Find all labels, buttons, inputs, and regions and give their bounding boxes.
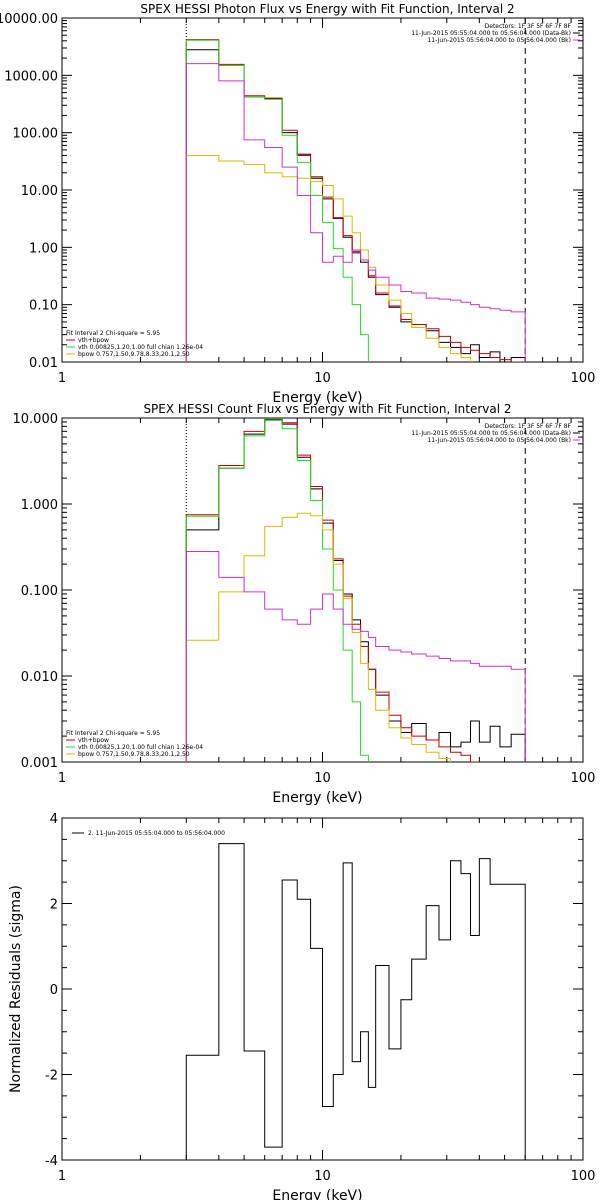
y-tick-label: 0.001 [21,756,58,771]
series-bpow-line [185,512,526,762]
series-fit-line [185,418,526,762]
x-axis-label: Energy (keV) [272,390,362,406]
series-total-line [185,49,526,362]
legend-line: 11-Jun-2015 05:56:04.000 to 05:56:04.000… [428,37,571,44]
series-background-line [185,63,526,362]
fit-legend-line: vth 0.00825,1.20,1.00 full chian 1.26e-0… [78,744,203,751]
x-tick-label: 10 [314,1169,331,1184]
x-tick-label: 1 [58,371,66,386]
chart-2: SPEX HESSI Count Flux vs Energy with Fit… [13,402,596,806]
series-residuals-line [185,843,526,1160]
series-group [185,843,526,1160]
x-tick-label: 10 [314,771,331,786]
legend-line: 11-Jun-2015 05:55:04.000 to 05:56:04.000… [411,30,571,37]
x-tick-label: 100 [571,371,596,386]
y-tick-label: 1000.00 [4,69,58,84]
y-tick-label: 0 [50,983,58,998]
chart-title: SPEX HESSI Photon Flux vs Energy with Fi… [140,2,514,16]
y-tick-label: -4 [45,1154,58,1169]
fit-legend-title: Fit Interval 2 Chi-square = 5.95 [66,330,160,337]
fit-legend-line: vth+bpow [78,337,109,344]
series-bpow-line [185,154,526,362]
y-tick-label: 100.00 [13,127,59,142]
legend-line: Detectors: 1F 3F 5F 6F 7F 8F [485,423,572,430]
fit-legend-title: Fit Interval 2 Chi-square = 5.95 [66,730,160,737]
chart-title: SPEX HESSI Count Flux vs Energy with Fit… [143,402,511,416]
fit-legend-line: bpow 0.757,1.50,9.78,8.33,20.1,2.50 [78,751,190,758]
y-axis-label: Normalized Residuals (sigma) [8,885,24,1093]
y-tick-label: 10.00 [21,184,58,199]
x-tick-label: 1 [58,771,66,786]
x-axis-label: Energy (keV) [272,1188,362,1200]
x-axis-label: Energy (keV) [272,790,362,806]
fit-legend-line: bpow 0.757,1.50,9.78,8.33,20.1,2.50 [78,351,190,358]
y-tick-label: 0.100 [21,584,58,599]
x-tick-label: 100 [571,771,596,786]
fit-legend-line: vth 0.00825,1.20,1.00 full chian 1.26e-0… [78,344,203,351]
y-tick-label: 4 [50,812,58,827]
y-tick-label: 2 [50,898,58,913]
y-tick-label: 10000.00 [0,12,58,27]
series-background-line [185,551,526,762]
y-tick-label: 0.010 [21,670,58,685]
y-tick-label: 10.000 [13,412,59,427]
series-group [185,39,526,362]
series-group [185,418,526,762]
legend-line: Detectors: 1F 3F 5F 6F 7F 8F [485,23,572,30]
x-tick-label: 1 [58,1169,66,1184]
x-tick-label: 10 [314,371,331,386]
residual-legend: 2. 11-Jun-2015 05:55:04.000 to 05:56:04.… [88,830,225,837]
legend-line: 11-Jun-2015 05:55:04.000 to 05:56:04.000… [411,430,571,437]
plot-frame [61,417,584,763]
chart-3: 1 10 100 Energy (keV) -4 -2 0 2 4 Normalized Resi… [8,812,595,1200]
series-vth-line [185,418,526,762]
series-total-line [185,419,526,762]
fit-legend-line: vth+bpow [78,737,109,744]
legend-line: 11-Jun-2015 05:56:04.000 to 05:56:04.000… [428,437,571,444]
x-tick-label: 100 [571,1169,596,1184]
chart-1: SPEX HESSI Photon Flux vs Energy with Fi… [0,2,595,406]
y-tick-label: -2 [45,1069,58,1084]
series-vth-line [185,39,526,362]
y-tick-label: 1.00 [29,241,58,256]
y-tick-label: 1.000 [21,498,58,513]
series-fit-line [185,39,526,362]
y-tick-label: 0.01 [29,356,58,371]
y-tick-label: 0.10 [29,299,58,314]
